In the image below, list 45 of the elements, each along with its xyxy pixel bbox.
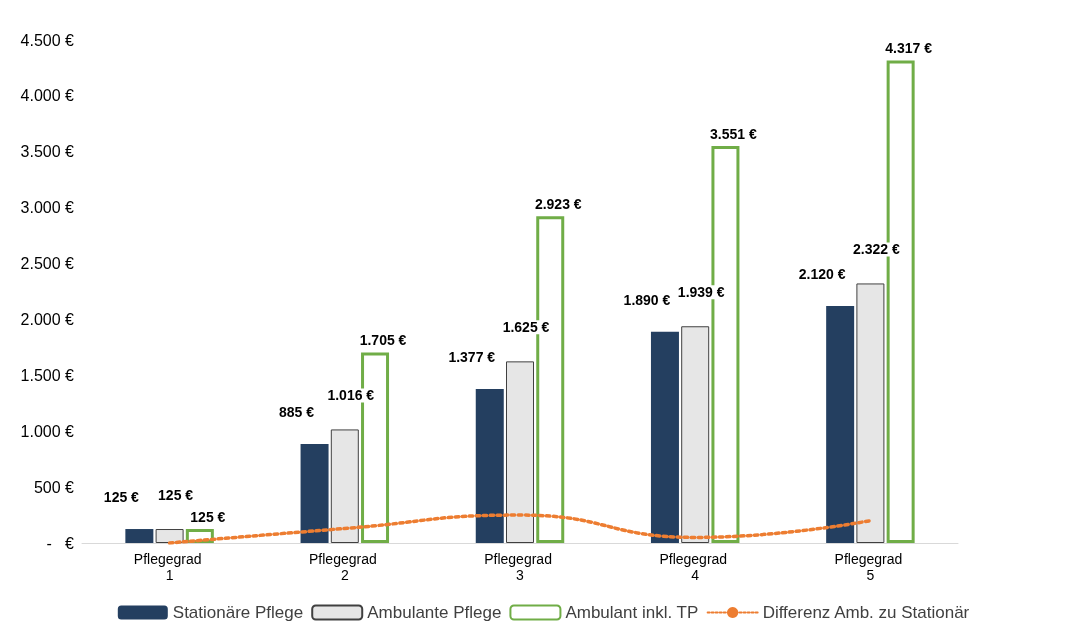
bar xyxy=(155,529,184,543)
bar xyxy=(475,389,504,543)
data-label: 1.939 € xyxy=(677,284,725,301)
y-tick-label: 4.000 € xyxy=(20,87,75,105)
legend-label: Stationäre Pflege xyxy=(172,603,304,622)
bar xyxy=(650,331,679,543)
y-tick-label: 1.000 € xyxy=(20,422,75,440)
y-tick-label: 4.500 € xyxy=(20,31,75,49)
data-label: 1.016 € xyxy=(327,387,375,404)
y-tick-label: - € xyxy=(46,534,75,552)
data-label: 1.705 € xyxy=(359,332,407,349)
data-label: 1.377 € xyxy=(448,349,496,366)
legend-label: Ambulante Pflege xyxy=(367,603,502,622)
x-tick-label: Pflegegrad 3 xyxy=(484,551,556,583)
data-label: 2.120 € xyxy=(798,266,846,283)
data-label: 125 € xyxy=(158,487,194,504)
y-tick-label: 2.500 € xyxy=(20,255,75,273)
bar xyxy=(330,429,359,543)
y-tick-label: 3.000 € xyxy=(20,199,75,217)
bar xyxy=(300,444,329,543)
data-label: 2.322 € xyxy=(853,241,900,258)
data-label: 125 € xyxy=(103,489,140,506)
x-tick-label: Pflegegrad 2 xyxy=(309,551,381,583)
data-label: 885 € xyxy=(279,404,315,421)
legend-label: Differenz Amb. zu Stationär xyxy=(762,603,970,622)
line-series xyxy=(167,513,873,545)
bar xyxy=(506,361,534,543)
data-label: 1.625 € xyxy=(502,319,550,336)
bar xyxy=(681,326,710,543)
bar xyxy=(856,283,885,543)
data-label: 4.317 € xyxy=(885,40,933,57)
data-label: 3.551 € xyxy=(710,126,757,143)
y-tick-label: 500 € xyxy=(33,478,75,496)
x-tick-label: Pflegegrad 5 xyxy=(834,551,907,583)
x-tick-label: Pflegegrad 1 xyxy=(133,551,206,583)
x-tick-label: Pflegegrad 4 xyxy=(659,551,731,583)
legend-label: Ambulant inkl. TP xyxy=(565,603,699,622)
bar xyxy=(826,306,855,543)
y-tick-label: 2.000 € xyxy=(20,310,75,328)
y-tick-label: 3.500 € xyxy=(20,143,75,161)
bar xyxy=(125,529,154,543)
y-tick-label: 1.500 € xyxy=(20,366,75,384)
data-label: 1.890 € xyxy=(623,291,671,308)
data-label: 2.923 € xyxy=(534,196,582,213)
data-label: 125 € xyxy=(190,509,226,526)
